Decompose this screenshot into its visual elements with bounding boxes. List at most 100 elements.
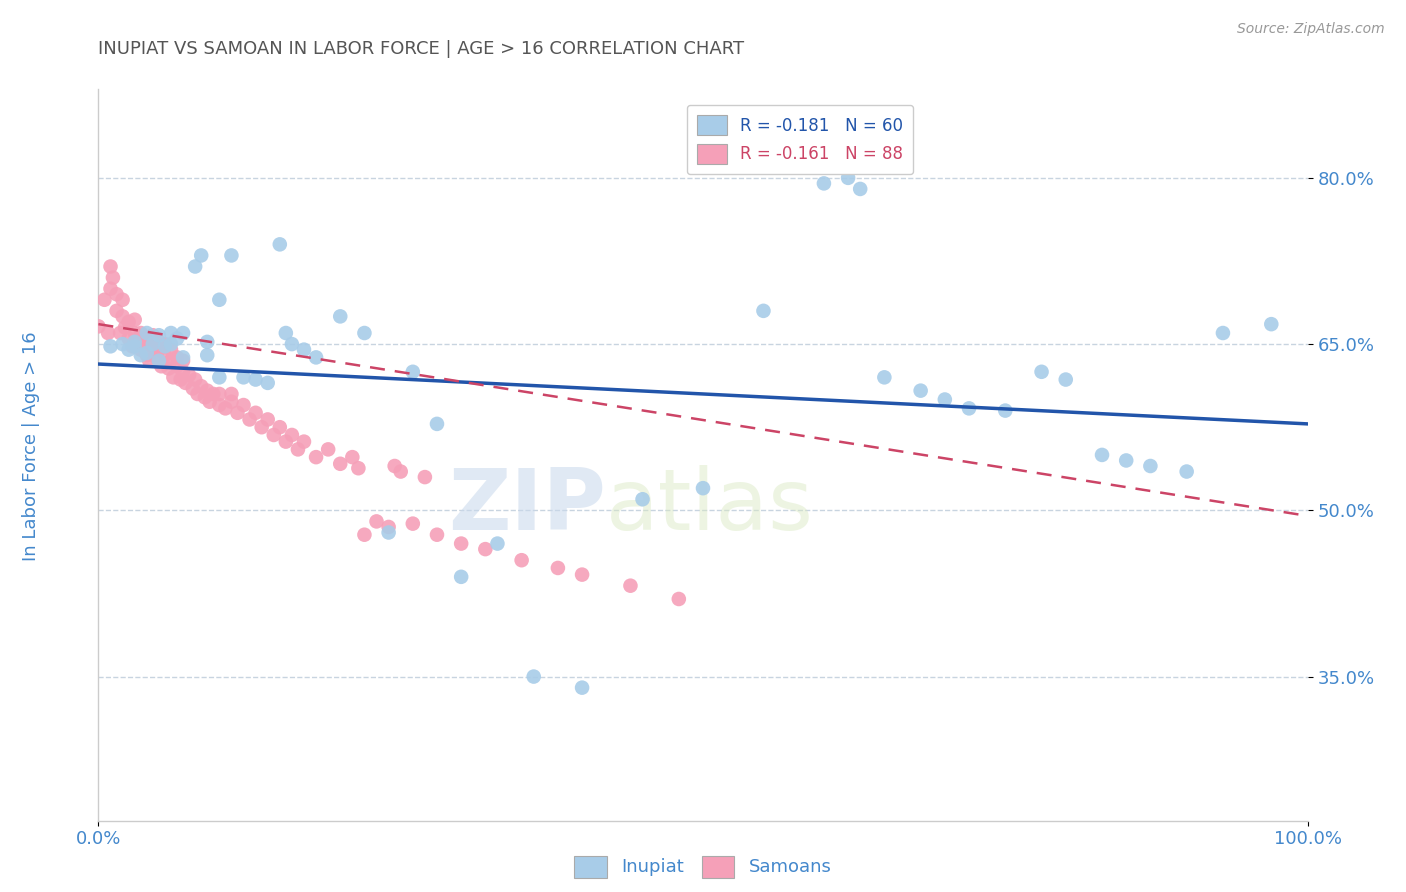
- Point: [172, 326, 194, 340]
- Point: [384, 458, 406, 473]
- Point: [245, 373, 267, 387]
- Point: [93, 293, 115, 307]
- Point: [135, 346, 157, 360]
- Point: [353, 527, 375, 541]
- Point: [239, 412, 262, 426]
- Point: [160, 343, 183, 357]
- Point: [181, 381, 204, 395]
- Point: [195, 334, 218, 349]
- Point: [172, 351, 194, 365]
- Point: [97, 326, 120, 340]
- Point: [153, 348, 176, 362]
- Point: [813, 177, 835, 191]
- Point: [208, 370, 231, 384]
- Point: [160, 337, 183, 351]
- Point: [105, 303, 128, 318]
- Point: [100, 339, 122, 353]
- Point: [124, 334, 146, 349]
- Point: [114, 320, 136, 334]
- Point: [118, 332, 141, 346]
- Point: [111, 337, 134, 351]
- Point: [329, 457, 352, 471]
- Point: [752, 303, 775, 318]
- Point: [190, 248, 212, 262]
- Point: [450, 536, 472, 550]
- Point: [111, 310, 134, 324]
- Point: [402, 365, 425, 379]
- Point: [510, 553, 533, 567]
- Legend: Inupiat, Samoans: Inupiat, Samoans: [567, 848, 839, 885]
- Point: [166, 359, 188, 374]
- Point: [342, 450, 364, 464]
- Point: [135, 326, 157, 340]
- Point: [263, 428, 285, 442]
- Point: [226, 406, 249, 420]
- Point: [195, 348, 218, 362]
- Point: [124, 339, 146, 353]
- Point: [124, 312, 146, 326]
- Point: [329, 310, 352, 324]
- Point: [1031, 365, 1053, 379]
- Point: [134, 332, 156, 346]
- Point: [157, 361, 180, 376]
- Point: [129, 326, 152, 340]
- Point: [256, 412, 278, 426]
- Point: [127, 337, 149, 351]
- Point: [347, 461, 370, 475]
- Point: [1091, 448, 1114, 462]
- Point: [135, 348, 157, 362]
- Point: [100, 260, 122, 274]
- Point: [910, 384, 932, 398]
- Point: [274, 434, 297, 449]
- Point: [129, 343, 152, 357]
- Point: [389, 465, 412, 479]
- Point: [195, 384, 218, 398]
- Point: [153, 337, 176, 351]
- Point: [232, 370, 254, 384]
- Point: [377, 525, 399, 540]
- Point: [172, 353, 194, 368]
- Point: [957, 401, 980, 416]
- Point: [153, 339, 176, 353]
- Point: [184, 373, 207, 387]
- Point: [256, 376, 278, 390]
- Point: [150, 359, 173, 374]
- Point: [160, 326, 183, 340]
- Point: [316, 442, 339, 457]
- Point: [305, 450, 328, 464]
- Point: [837, 170, 859, 185]
- Point: [269, 420, 291, 434]
- Point: [108, 326, 131, 340]
- Point: [208, 398, 231, 412]
- Point: [1212, 326, 1234, 340]
- Point: [145, 351, 167, 365]
- Point: [124, 326, 146, 340]
- Point: [177, 368, 201, 383]
- Point: [162, 370, 184, 384]
- Point: [366, 515, 388, 529]
- Point: [100, 282, 122, 296]
- Point: [450, 570, 472, 584]
- Point: [353, 326, 375, 340]
- Point: [994, 403, 1017, 417]
- Point: [169, 373, 191, 387]
- Point: [87, 319, 110, 334]
- Point: [281, 337, 304, 351]
- Point: [1260, 317, 1282, 331]
- Point: [377, 520, 399, 534]
- Text: Source: ZipAtlas.com: Source: ZipAtlas.com: [1237, 22, 1385, 37]
- Point: [873, 370, 896, 384]
- Point: [305, 351, 328, 365]
- Point: [413, 470, 436, 484]
- Point: [269, 237, 291, 252]
- Point: [184, 260, 207, 274]
- Text: ZIP: ZIP: [449, 465, 606, 548]
- Point: [426, 417, 449, 431]
- Point: [287, 442, 309, 457]
- Point: [631, 492, 654, 507]
- Point: [142, 337, 165, 351]
- Point: [547, 561, 569, 575]
- Point: [668, 592, 690, 607]
- Point: [166, 351, 188, 365]
- Point: [129, 348, 152, 362]
